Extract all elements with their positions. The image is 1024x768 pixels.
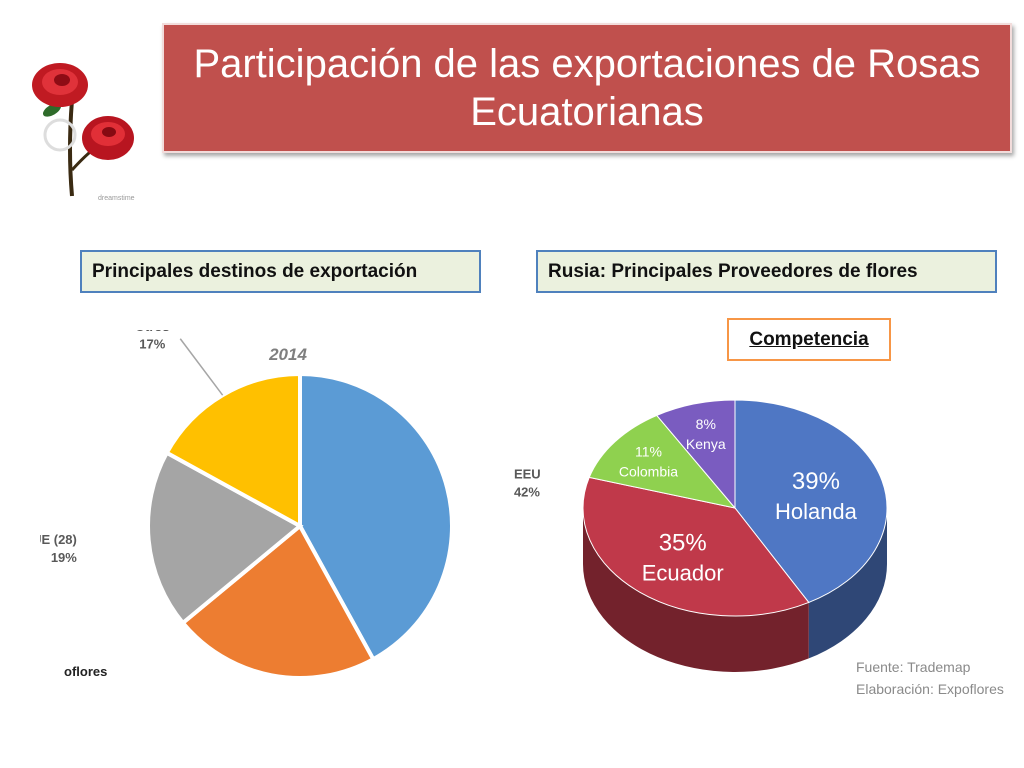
slice-value-label: 19% <box>51 550 77 565</box>
slice-name-label: Holanda <box>775 499 858 524</box>
credit-line: Elaboración: Expoflores <box>856 681 1004 697</box>
pie-side-holanda <box>808 508 887 659</box>
slice-name-label: UE (28) <box>40 532 77 547</box>
slice-value-label: 39% <box>792 468 840 495</box>
source-note: Fuente: Trademap Elaboración: Expoflores <box>856 656 1004 700</box>
providers-pie-chart: 39% Holanda 35% Ecuador 11% Colombia 8% Kenya <box>582 399 888 672</box>
providers-label: Rusia: Principales Proveedores de flores <box>536 250 997 293</box>
destinations-label: Principales destinos de exportación <box>80 250 481 293</box>
source-line: Fuente: Trademap <box>856 659 971 675</box>
slice-value-label: 42% <box>514 484 540 499</box>
slice-value-label: 8% <box>696 416 716 432</box>
slice-value-label: 35% <box>659 529 707 556</box>
rose-logo-icon: dreamstime <box>32 63 135 200</box>
slice-value-label: 17% <box>139 337 165 352</box>
slice-name-label: EEUU <box>514 466 540 481</box>
page-title: Participación de las exportaciones de Ro… <box>193 42 981 134</box>
pie-side-ecuador <box>583 508 809 672</box>
slice-name-label: Otros <box>135 330 170 334</box>
slice-name-label: Ecuador <box>642 560 724 585</box>
pie-slice-ecuador <box>582 476 810 617</box>
left-source-text: oflores <box>64 664 108 679</box>
pie-slice-rusia <box>180 522 376 680</box>
logo-watermark: dreamstime <box>98 195 135 200</box>
slice-name-label: Colombia <box>619 463 678 479</box>
leader-line <box>179 338 224 396</box>
competition-label: Competencia <box>727 318 891 361</box>
pie-slice-kenya <box>655 399 736 510</box>
slice-name-label: Kenya <box>686 436 726 452</box>
slice-value-label: 11% <box>635 443 662 459</box>
pie-slice-ue-28 <box>146 450 304 626</box>
chart-title-year: 2014 <box>268 345 307 364</box>
destinations-pie-chart: 2014 EEUU42%Rusia22%UE (28)19%Otros17% <box>40 330 540 680</box>
pie-slice-colombia <box>588 414 737 509</box>
pie-slice-eeuu <box>298 371 454 662</box>
title-banner: Participación de las exportaciones de Ro… <box>162 23 1012 153</box>
pie-slice-holanda <box>734 399 888 604</box>
